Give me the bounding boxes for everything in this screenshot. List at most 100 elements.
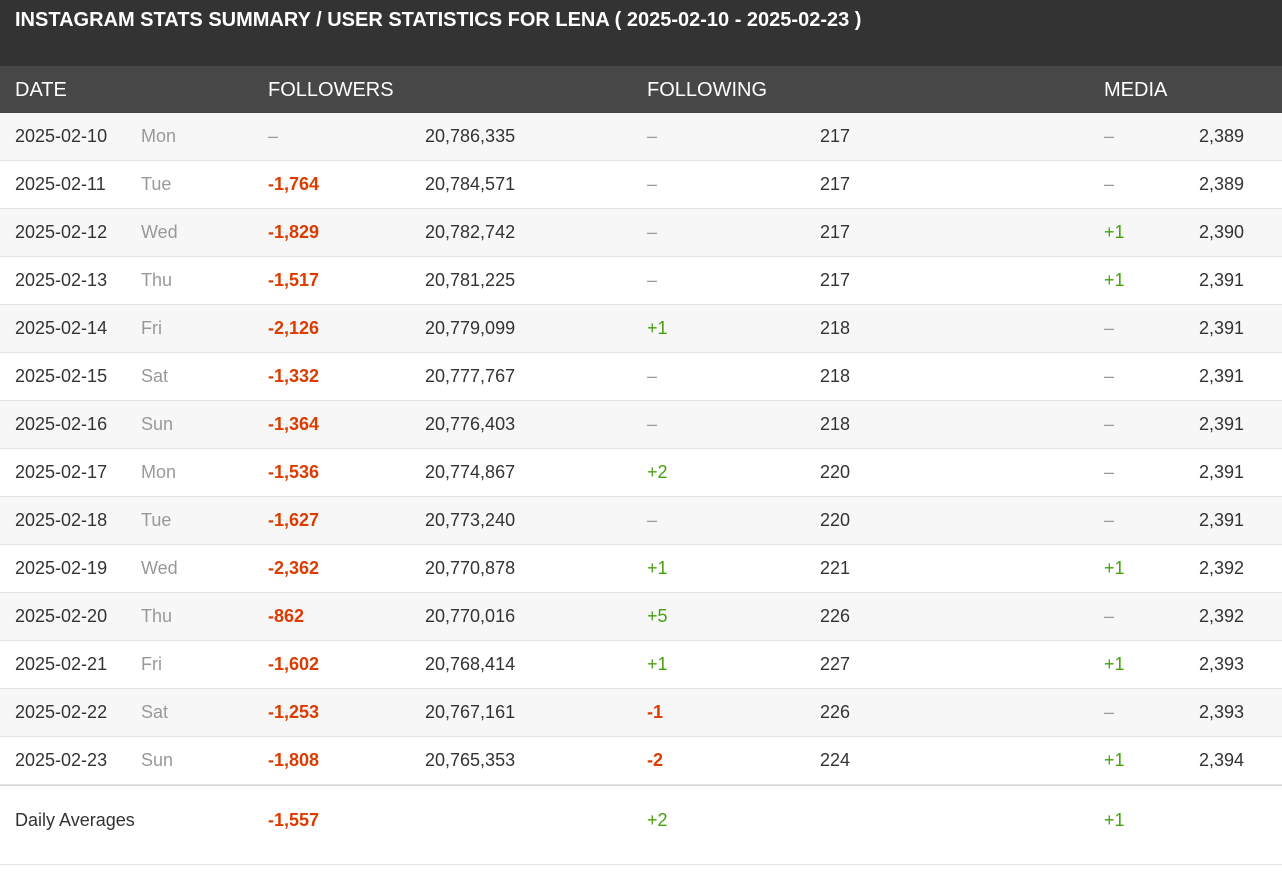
page-title: INSTAGRAM STATS SUMMARY / USER STATISTIC…	[0, 0, 1282, 66]
row-day: Thu	[141, 270, 173, 290]
row-day: Wed	[141, 222, 178, 242]
table-row: 2025-02-16 Sun -1,364 20,776,403 – 218 – 2,391	[0, 401, 1282, 449]
stats-table-body: 2025-02-10 Mon –20,786,335–217–2,389 2025-0…	[0, 113, 1282, 785]
table-row: 2025-02-13 Thu -1,517 20,781,225 – 217 +1 2,391	[0, 257, 1282, 305]
table-row: 2025-02-22 Sat -1,253 20,767,161 -1 226 – 2,393	[0, 689, 1282, 737]
row-following-change: –	[647, 126, 658, 146]
row-media-change: –	[1104, 174, 1115, 194]
row-media: 2,391	[1199, 318, 1245, 338]
row-day: Mon	[141, 462, 177, 482]
row-following: 218	[820, 414, 851, 434]
row-followers-change: -2,362	[268, 558, 320, 578]
row-media-change: +1	[1104, 270, 1125, 290]
row-media: 2,389	[1199, 126, 1245, 146]
row-media-change: –	[1104, 462, 1115, 482]
row-followers-change: -1,517	[268, 270, 320, 290]
row-day: Thu	[141, 606, 173, 626]
header-date: DATE	[15, 79, 67, 101]
row-media: 2,391	[1199, 414, 1245, 434]
averages-label: Daily Averages	[15, 810, 135, 830]
row-following: 220	[820, 510, 851, 530]
row-day: Wed	[141, 558, 178, 578]
table-row: 2025-02-20 Thu -862 20,770,016 +5 226 – 2,392	[0, 593, 1282, 641]
row-media-change: –	[1104, 126, 1115, 146]
header-following: FOLLOWING	[647, 79, 768, 101]
table-row: 2025-02-10 Mon – 20,786,335 – 217 – 2,389	[0, 113, 1282, 161]
row-following-change: –	[647, 222, 658, 242]
row-following-change: +1	[647, 558, 668, 578]
row-media: 2,391	[1199, 462, 1245, 482]
row-date: 2025-02-14	[15, 318, 108, 338]
row-day: Sat	[141, 702, 169, 722]
row-following-change: +1	[647, 318, 668, 338]
row-day: Sun	[141, 750, 174, 770]
row-date: 2025-02-17	[15, 462, 108, 482]
row-following: 226	[820, 702, 851, 722]
row-media-change: +1	[1104, 750, 1125, 770]
row-followers-change: -1,536	[268, 462, 320, 482]
row-followers: 20,784,571	[425, 174, 516, 194]
row-day: Mon	[141, 126, 177, 146]
row-following: 226	[820, 606, 851, 626]
table-row: 2025-02-19 Wed -2,362 20,770,878 +1 221 +1 2,39…	[0, 545, 1282, 593]
row-following: 218	[820, 318, 851, 338]
row-day: Fri	[141, 654, 162, 674]
row-following-change: –	[647, 366, 658, 386]
row-followers-change: -1,253	[268, 702, 320, 722]
table-row: 2025-02-17 Mon -1,536 20,774,867 +2 220 – 2,391	[0, 449, 1282, 497]
row-following: 224	[820, 750, 851, 770]
table-row: 2025-02-18 Tue -1,627 20,773,240 – 220 – 2,391	[0, 497, 1282, 545]
row-date: 2025-02-13	[15, 270, 108, 290]
table-row: 2025-02-12 Wed -1,829 20,782,742 – 217 +1 2,390	[0, 209, 1282, 257]
row-media-change: +1	[1104, 222, 1125, 242]
row-followers: 20,776,403	[425, 414, 516, 434]
row-media-change: –	[1104, 414, 1115, 434]
row-date: 2025-02-16	[15, 414, 108, 434]
header-media: MEDIA	[1104, 79, 1168, 101]
row-date: 2025-02-10	[15, 126, 108, 146]
row-media: 2,392	[1199, 606, 1245, 626]
row-followers: 20,768,414	[425, 654, 516, 674]
row-followers: 20,786,335	[425, 126, 516, 146]
row-following: 227	[820, 654, 851, 674]
averages-media-change: +1	[1104, 810, 1125, 830]
table-row: 2025-02-23 Sun -1,808 20,765,353 -2 224 +1 2,39…	[0, 737, 1282, 785]
table-row: 2025-02-14 Fri -2,126 20,779,099 +1 218 – 2,391	[0, 305, 1282, 353]
row-media: 2,393	[1199, 654, 1245, 674]
row-followers-change: -1,808	[268, 750, 320, 770]
row-following: 217	[820, 222, 851, 242]
row-following: 218	[820, 366, 851, 386]
row-followers-change: -1,829	[268, 222, 320, 242]
row-following: 217	[820, 126, 851, 146]
row-followers: 20,770,016	[425, 606, 516, 626]
row-following-change: –	[647, 414, 658, 434]
row-media: 2,390	[1199, 222, 1245, 242]
row-followers: 20,773,240	[425, 510, 516, 530]
row-media-change: –	[1104, 510, 1115, 530]
row-followers: 20,779,099	[425, 318, 516, 338]
row-date: 2025-02-11	[15, 174, 106, 194]
row-followers-change: –	[268, 126, 279, 146]
row-date: 2025-02-15	[15, 366, 108, 386]
table-row: 2025-02-11 Tue -1,764 20,784,571 – 217 – 2,389	[0, 161, 1282, 209]
row-date: 2025-02-18	[15, 510, 108, 530]
daily-averages-row: Daily Averages -1,557 +2 +1	[0, 785, 1282, 865]
row-followers: 20,774,867	[425, 462, 516, 482]
row-following: 221	[820, 558, 851, 578]
row-following-change: –	[647, 510, 658, 530]
table-row: 2025-02-15 Sat -1,332 20,777,767 – 218 – 2,391	[0, 353, 1282, 401]
row-following-change: –	[647, 174, 658, 194]
row-following-change: -1	[647, 702, 664, 722]
row-followers-change: -1,764	[268, 174, 320, 194]
row-day: Sun	[141, 414, 174, 434]
row-following-change: -2	[647, 750, 664, 770]
row-following: 217	[820, 270, 851, 290]
row-media: 2,392	[1199, 558, 1245, 578]
row-following: 220	[820, 462, 851, 482]
row-day: Tue	[141, 174, 172, 194]
row-media-change: –	[1104, 606, 1115, 626]
row-followers-change: -1,332	[268, 366, 320, 386]
row-media-change: +1	[1104, 558, 1125, 578]
row-media: 2,391	[1199, 366, 1245, 386]
averages-following-change: +2	[647, 810, 668, 830]
